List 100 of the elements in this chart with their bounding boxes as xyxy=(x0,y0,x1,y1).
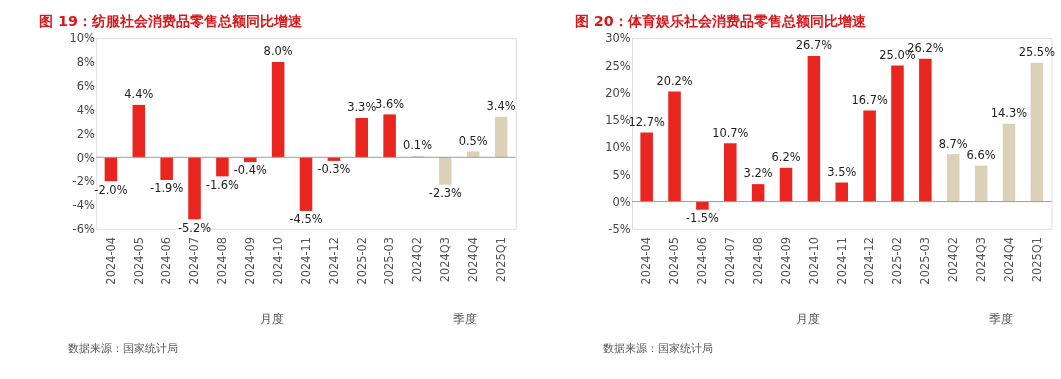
bar xyxy=(355,117,369,158)
data-label: 3.4% xyxy=(486,99,516,114)
bar xyxy=(383,114,396,158)
y-tick-label: -5% xyxy=(608,222,631,237)
bar xyxy=(494,116,508,158)
x-tick-label: 2025Q1 xyxy=(493,236,508,283)
x-tick-label: 2024-04 xyxy=(639,236,654,285)
bar xyxy=(974,165,988,202)
x-tick-label: 2024-10 xyxy=(270,236,285,285)
bar xyxy=(160,157,173,180)
y-tick-label: 30% xyxy=(605,31,631,46)
data-label: -0.3% xyxy=(317,162,351,177)
chart-title: 图 19：纺服社会消费品零售总额同比增速 xyxy=(39,12,303,29)
x-tick-label: 2025Q1 xyxy=(1029,236,1044,283)
x-tick-label: 2024Q2 xyxy=(946,236,961,283)
data-label: 8.0% xyxy=(263,44,293,59)
x-tick-label: 2024-08 xyxy=(215,236,230,285)
data-label: -0.4% xyxy=(233,163,267,178)
bar xyxy=(299,157,313,211)
x-tick-label: 2024-11 xyxy=(834,236,849,285)
x-tick-label: 2024-05 xyxy=(667,236,682,285)
y-tick-label: 10% xyxy=(605,140,631,155)
y-tick-label: -4% xyxy=(72,198,95,213)
x-tick-label: 2024Q4 xyxy=(466,236,481,283)
bar xyxy=(439,157,452,185)
bar xyxy=(640,132,653,202)
bar xyxy=(891,65,904,202)
x-tick-label: 2025-02 xyxy=(890,236,905,285)
x-tick-label: 2024-06 xyxy=(695,236,710,285)
x-tick-label: 2024Q3 xyxy=(438,236,453,283)
y-tick-label: 15% xyxy=(605,113,631,128)
bar xyxy=(724,143,737,202)
x-tick-label: 2024-05 xyxy=(131,236,146,285)
y-tick-label: 20% xyxy=(605,85,631,100)
y-tick-label: -2% xyxy=(72,174,95,189)
x-tick-label: 2025-03 xyxy=(918,236,933,285)
bar xyxy=(668,91,681,202)
x-tick-label: 2024Q2 xyxy=(410,236,425,283)
data-label: 0.1% xyxy=(402,138,433,153)
y-tick-label: 25% xyxy=(605,58,631,73)
x-tick-label: 2024-10 xyxy=(806,236,821,285)
bar xyxy=(807,56,821,202)
source-note: 数据来源：国家统计局 xyxy=(67,340,178,355)
data-label: 10.7% xyxy=(712,125,749,140)
x-tick-label: 2025-03 xyxy=(382,236,397,285)
data-label: -1.9% xyxy=(150,181,184,196)
x-tick-label: 2024-08 xyxy=(750,236,765,285)
x-tick-label: 2025-02 xyxy=(354,236,369,285)
x-tick-label: 2024-04 xyxy=(103,236,118,285)
data-label: 3.3% xyxy=(347,100,377,115)
data-label: 14.3% xyxy=(990,106,1028,120)
y-tick-label: 0% xyxy=(76,150,95,165)
bar xyxy=(835,182,849,202)
bar xyxy=(1002,123,1016,202)
data-label: -5.2% xyxy=(177,220,212,235)
y-tick-label: -6% xyxy=(72,222,95,237)
bar xyxy=(863,110,876,202)
x-tick-label: 2024-12 xyxy=(326,236,341,285)
data-label: 0.5% xyxy=(458,133,488,148)
bar xyxy=(919,58,932,202)
data-label: 16.7% xyxy=(851,92,888,107)
x-tick-label: 2024Q4 xyxy=(1001,236,1016,283)
bar xyxy=(132,104,146,158)
bar xyxy=(271,61,285,158)
y-tick-label: 6% xyxy=(76,79,95,94)
x-tick-label: 2024-12 xyxy=(862,236,877,285)
x-tick-label: 2024-09 xyxy=(778,236,793,285)
y-tick-label: 5% xyxy=(612,167,631,182)
x-tick-label: 2024-07 xyxy=(187,236,202,285)
data-label: 8.7% xyxy=(938,136,968,151)
text: 月度 xyxy=(260,311,285,327)
text: 季度 xyxy=(989,311,1014,327)
bar xyxy=(751,184,765,202)
source-note: 数据来源：国家统计局 xyxy=(603,340,714,355)
data-label: -1.5% xyxy=(685,211,720,226)
x-tick-label: 2024Q3 xyxy=(973,236,988,283)
text: 季度 xyxy=(453,311,478,327)
y-tick-label: 8% xyxy=(76,55,95,70)
x-tick-label: 2024-09 xyxy=(243,236,258,285)
bar xyxy=(946,154,960,202)
y-tick-label: 0% xyxy=(612,194,631,209)
bar xyxy=(779,167,793,202)
bar xyxy=(696,201,709,210)
y-tick-label: 2% xyxy=(76,126,95,141)
bar xyxy=(188,157,201,220)
bar xyxy=(104,157,118,182)
chart-title: 图 20：体育娱乐社会消费品零售总额同比增速 xyxy=(574,12,867,29)
data-label: 20.2% xyxy=(656,73,693,88)
data-label: -1.6% xyxy=(205,177,240,192)
data-label: 3.2% xyxy=(743,166,773,181)
bar xyxy=(466,151,480,158)
data-label: -2.3% xyxy=(428,186,463,201)
data-label: 6.2% xyxy=(771,150,801,165)
data-label: 6.6% xyxy=(966,147,996,162)
data-label: 4.4% xyxy=(124,87,154,102)
y-tick-label: 10% xyxy=(69,31,95,46)
y-tick-label: 4% xyxy=(76,102,95,117)
bar xyxy=(1030,62,1044,202)
data-label: 3.5% xyxy=(827,164,857,179)
data-label: -2.0% xyxy=(94,182,128,197)
